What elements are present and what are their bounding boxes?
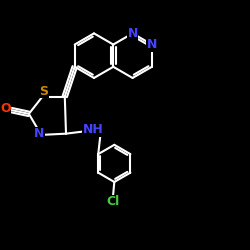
- Text: NH: NH: [83, 124, 104, 136]
- Text: S: S: [39, 84, 48, 98]
- Text: N: N: [34, 127, 44, 140]
- Text: N: N: [128, 27, 138, 40]
- Text: Cl: Cl: [106, 195, 120, 208]
- Text: O: O: [0, 102, 11, 116]
- Text: N: N: [147, 38, 157, 51]
